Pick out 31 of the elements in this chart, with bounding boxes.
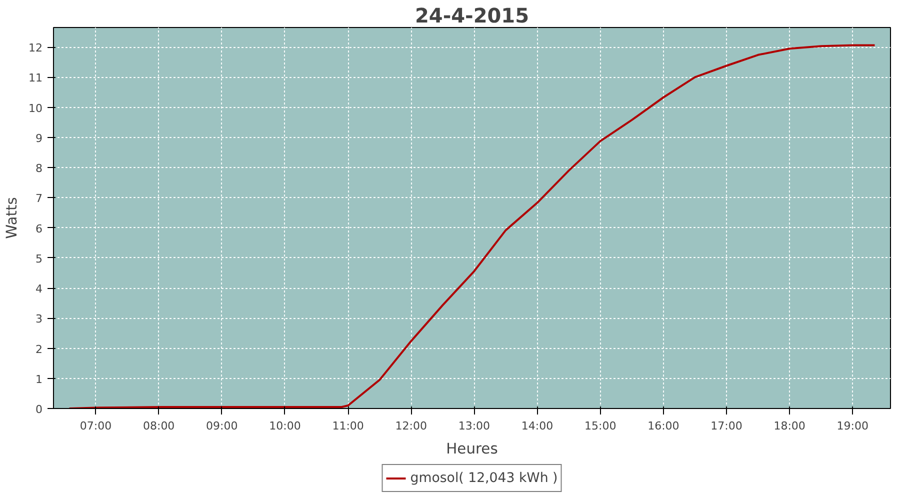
x-tick-label: 11:00 (332, 420, 364, 432)
x-tick-label: 10:00 (269, 420, 301, 432)
x-tick-label: 09:00 (206, 420, 238, 432)
x-tick-label: 17:00 (710, 420, 742, 432)
x-tick-label: 15:00 (584, 420, 616, 432)
y-tick-label: 2 (36, 342, 42, 356)
x-tick-label: 19:00 (836, 420, 869, 432)
x-tick-label: 18:00 (774, 420, 806, 432)
y-tick-label: 8 (36, 162, 42, 176)
y-tick-label: 4 (36, 282, 42, 296)
y-tick-label: 11 (28, 72, 43, 85)
x-axis-title: Heures (446, 440, 498, 458)
legend-label: gmosol( 12,043 kWh ) (410, 470, 558, 486)
y-tick-label: 9 (36, 132, 42, 145)
y-tick-label: 5 (36, 252, 42, 266)
y-tick-label: 10 (28, 102, 43, 115)
y-tick-label: 3 (36, 312, 42, 326)
x-tick-label: 16:00 (648, 420, 680, 432)
x-tick-label: 13:00 (458, 420, 490, 432)
x-tick-label: 08:00 (142, 420, 175, 432)
y-axis-title: Watts (4, 197, 21, 239)
y-tick-label: 0 (36, 403, 42, 416)
x-tick-label: 14:00 (521, 420, 554, 432)
x-tick-label: 12:00 (395, 420, 427, 432)
x-tick-label: 07:00 (80, 420, 112, 432)
y-tick-label: 1 (36, 372, 42, 386)
y-tick-label: 6 (36, 222, 42, 236)
line-series (68, 44, 876, 408)
y-tick-label: 7 (36, 192, 42, 206)
y-tick-label: 12 (28, 42, 43, 55)
chart-title: 24-4-2015 (414, 4, 530, 28)
